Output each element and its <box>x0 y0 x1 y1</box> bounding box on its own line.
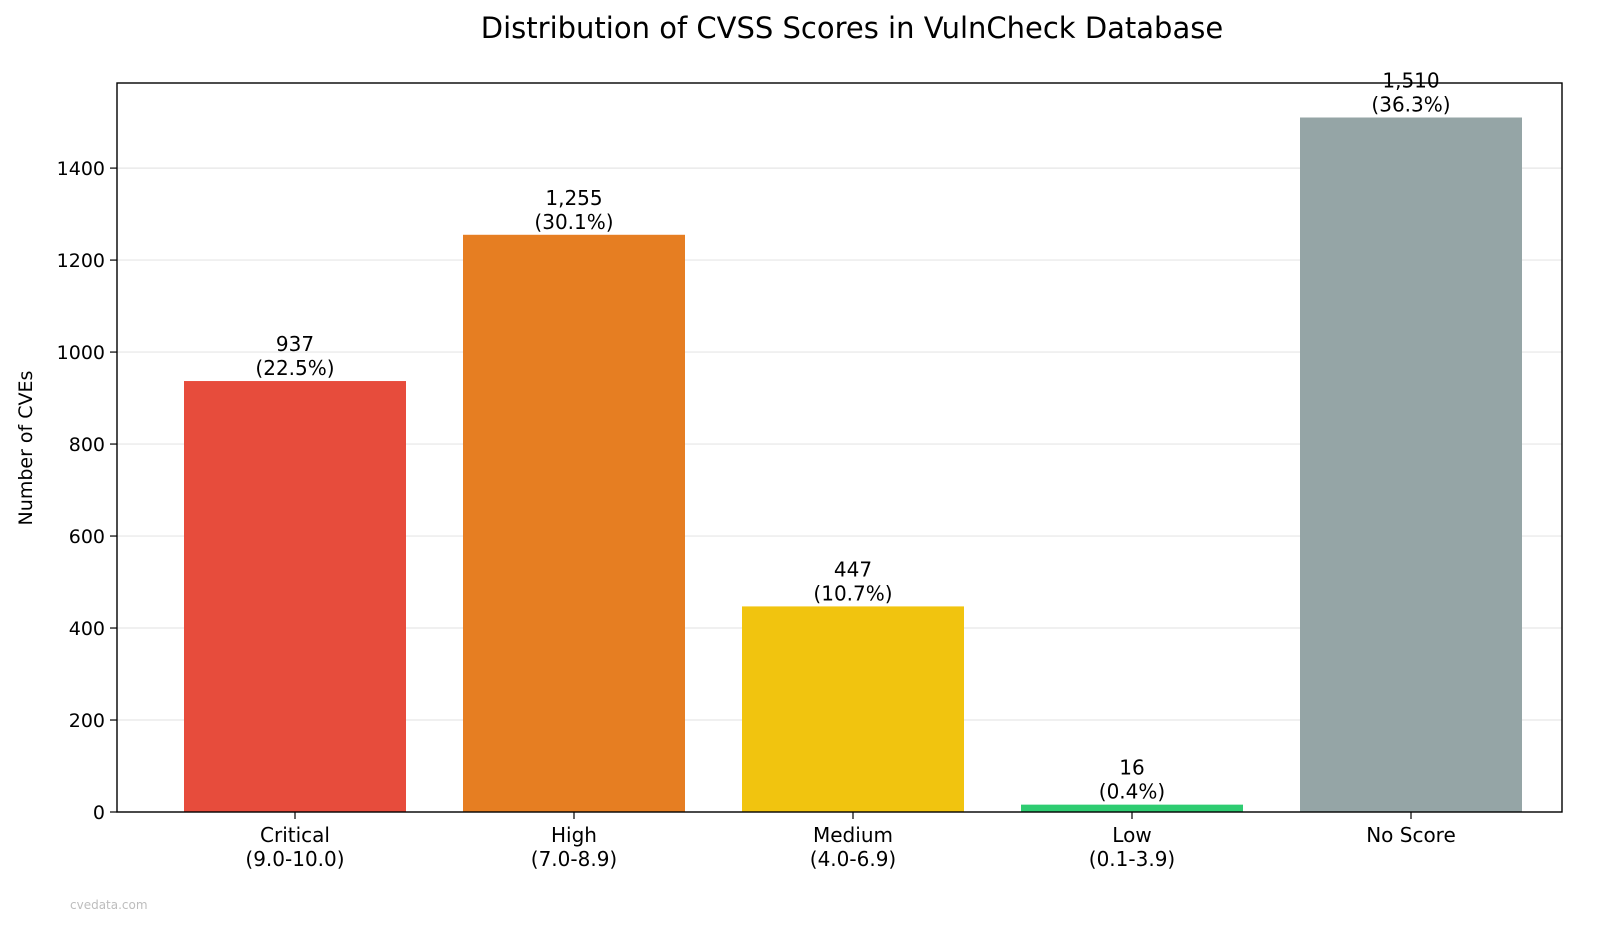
x-tick-label: Low <box>1112 823 1151 847</box>
bar-value-label: 1,255 <box>545 186 602 210</box>
x-tick-label: Critical <box>260 823 330 847</box>
bar-percent-label: (0.4%) <box>1099 780 1165 804</box>
bar-percent-label: (36.3%) <box>1371 92 1450 116</box>
watermark: cvedata.com <box>70 898 148 912</box>
y-tick-label: 400 <box>69 618 105 640</box>
x-tick-label: (4.0-6.9) <box>810 847 896 871</box>
bar <box>742 606 964 812</box>
x-tick-label: No Score <box>1366 823 1456 847</box>
plot-frame <box>116 82 1563 813</box>
bar-labels: 937(22.5%) 1,255(30.1%) 447(10.7%) 16(0.4%)… <box>255 68 1450 803</box>
y-tick-label: 0 <box>93 802 105 824</box>
bar-percent-label: (10.7%) <box>813 581 892 605</box>
bar-value-label: 937 <box>276 332 314 356</box>
y-tick-label: 1000 <box>57 342 105 364</box>
x-tick-label: (7.0-8.9) <box>531 847 617 871</box>
x-tick-label: (9.0-10.0) <box>245 847 344 871</box>
bars <box>184 117 1522 813</box>
y-tick-label: 1400 <box>57 158 105 180</box>
bar <box>184 381 406 812</box>
y-tick-label: 800 <box>69 434 105 456</box>
bar <box>463 234 685 812</box>
bar-percent-label: (22.5%) <box>255 356 334 380</box>
y-tick-label: 600 <box>69 526 105 548</box>
bar-value-label: 447 <box>834 557 872 581</box>
bar-value-label: 1,510 <box>1382 68 1439 92</box>
x-tick-label: (0.1-3.9) <box>1089 847 1175 871</box>
y-axis-label: Number of CVEs <box>15 371 37 526</box>
y-tick-label: 200 <box>69 710 105 732</box>
x-tick-label: High <box>551 823 597 847</box>
y-tick-label: 1200 <box>57 250 105 272</box>
x-tick-label: Medium <box>813 823 893 847</box>
bar-value-label: 16 <box>1119 756 1144 780</box>
bar <box>1021 804 1243 812</box>
chart-title: Distribution of CVSS Scores in VulnCheck… <box>481 11 1223 45</box>
bar <box>1300 117 1522 813</box>
bar-percent-label: (30.1%) <box>534 210 613 234</box>
axes: 0 200 400 600 800 1000 1200 1400 Critical(9.0-10… <box>57 82 1563 871</box>
